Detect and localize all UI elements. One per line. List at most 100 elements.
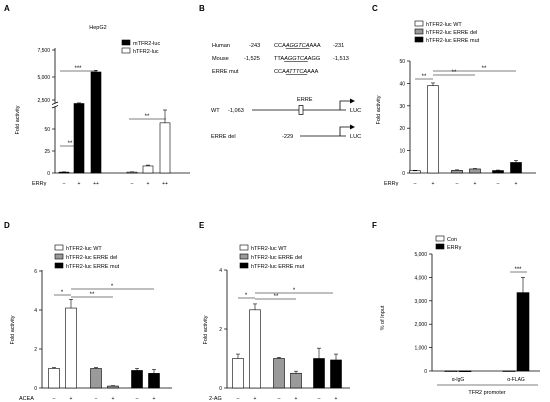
seq-row-end: -1,513 [333, 56, 349, 62]
construct-del-luc: LUC [350, 134, 361, 140]
panel-e-xtick-label: + [295, 396, 298, 402]
panel-c-xtick-label: – [456, 181, 459, 187]
panel-letter-a: A [4, 4, 10, 13]
legend-swatch-wt [414, 20, 424, 27]
panel-d-yticks: 0 2 4 6 [34, 269, 42, 392]
legend-swatch-errg [435, 243, 445, 250]
panel-d: Fold activity 0 2 4 6 hTFR2-luc WT hTFR2-lu… [10, 244, 172, 402]
bar [510, 162, 522, 174]
panel-d-xtick-label: + [112, 396, 115, 402]
panel-a-sig: ** [145, 114, 150, 120]
legend-swatch-del [239, 253, 249, 260]
construct-wt-label: WT [211, 108, 220, 114]
ytick-label: 0 [402, 171, 405, 177]
tss-arrow [339, 126, 350, 136]
panel-b: Human -243 CCAAGGTCAAAA -231 Mouse -1,52… [211, 43, 361, 140]
legend-swatch-mut [54, 262, 64, 269]
panel-c-sig: ** [452, 70, 457, 76]
bar [502, 370, 516, 372]
panel-a-xtick-label: – [63, 181, 66, 187]
seq-row-start: -243 [249, 43, 260, 49]
panel-letter-f: F [372, 221, 377, 230]
legend-swatch-wt [239, 244, 249, 251]
panel-d-sig: * [61, 290, 64, 296]
bar [458, 370, 472, 372]
panel-a: HepG2 Fold activity 7,500 5,000 2,500 50… [15, 25, 190, 187]
panel-c-ylabel: Fold activity [376, 95, 382, 124]
panel-f-ylabel: % of Input [380, 305, 386, 330]
seq-row-name: Mouse [212, 56, 229, 62]
panel-e-xtick-label: – [278, 396, 281, 402]
panel-f-sig: *** [514, 267, 522, 273]
panel-a-axis-break [51, 105, 59, 109]
legend-label-htfr2: hTFR2-luc [133, 49, 159, 55]
panel-c-sig: ** [422, 74, 427, 80]
bar [313, 358, 325, 389]
bar [126, 171, 138, 174]
seq-row-name: Human [212, 43, 230, 49]
panel-c-xtick-label: + [515, 181, 518, 187]
panel-a-ytick-label: 25 [44, 149, 50, 155]
ytick-label: 0 [219, 386, 222, 392]
ytick-label: 20 [399, 126, 405, 132]
panel-e-ylabel: Fold activity [203, 315, 209, 344]
seq-row-start: -1,525 [244, 56, 260, 62]
bar [290, 372, 302, 389]
panel-f: % of Input 0 1,000 2,000 3,000 4,000 5,000 Co… [380, 235, 540, 396]
bar [107, 385, 119, 389]
ytick-label: 0 [424, 369, 427, 375]
bar [444, 370, 458, 372]
panel-f-bars [444, 277, 530, 372]
panel-a-xtick-label: – [131, 181, 134, 187]
bar [451, 170, 463, 174]
seq-row-sequence: CCAATTTCAAAA [274, 69, 319, 75]
panel-c-xlabel: ERRγ [384, 181, 399, 187]
bar [492, 170, 504, 174]
bar [427, 85, 439, 174]
bar [330, 359, 342, 389]
legend-swatch-del [54, 253, 64, 260]
panel-d-xtick-label: – [53, 396, 56, 402]
panel-a-ylabel: Fold activity [15, 105, 21, 134]
panel-a-ytick-label: 2,500 [37, 98, 50, 104]
legend-swatch-con [435, 235, 445, 242]
panel-c-xtick-label: + [474, 181, 477, 187]
panel-a-xtick-label: + [147, 181, 150, 187]
ytick-label: 6 [34, 269, 37, 275]
ytick-label: 0 [34, 386, 37, 392]
bar [131, 370, 143, 389]
bar [148, 373, 160, 389]
panel-letter-d: D [4, 221, 10, 230]
ytick-label: 30 [399, 104, 405, 110]
panel-c-xtick-label: + [432, 181, 435, 187]
bar [65, 307, 77, 389]
panel-a-ytick-label: 7,500 [37, 48, 50, 54]
panel-e-xtick-label: – [237, 396, 240, 402]
ytick-label: 10 [399, 149, 405, 155]
bar [48, 368, 60, 389]
construct-wt-pos: -1,063 [228, 108, 244, 114]
panel-e-yticks: 0 2 4 [219, 268, 227, 392]
panel-c-xtick-label: – [414, 181, 417, 187]
ytick-label: 3,000 [414, 299, 427, 305]
ytick-label: 5,000 [414, 252, 427, 258]
bar [273, 358, 285, 389]
legend-label-con: Con [447, 237, 457, 243]
panel-d-xtick-label: – [136, 396, 139, 402]
bar [58, 171, 70, 174]
panel-a-title: HepG2 [89, 25, 106, 31]
ytick-label: 2 [34, 347, 37, 353]
bar [249, 309, 261, 389]
ytick-label: 40 [399, 81, 405, 87]
panel-e: Fold activity 0 2 4 hTFR2-luc WT hTFR2-luc… [203, 244, 350, 402]
bar [90, 71, 102, 174]
panel-e-sig: * [245, 293, 248, 299]
erre-label: ERRE [297, 97, 313, 103]
panel-a-axis-break [51, 101, 59, 105]
panel-a-xtick-label: + [78, 181, 81, 187]
legend-label-mtfr2: mTFR2-luc [133, 41, 160, 47]
construct-wt-luc: LUC [350, 108, 361, 114]
panel-c-yticks: 0 10 20 30 40 50 [399, 59, 410, 177]
bar [90, 368, 102, 389]
panel-e-sig: ** [274, 294, 279, 300]
